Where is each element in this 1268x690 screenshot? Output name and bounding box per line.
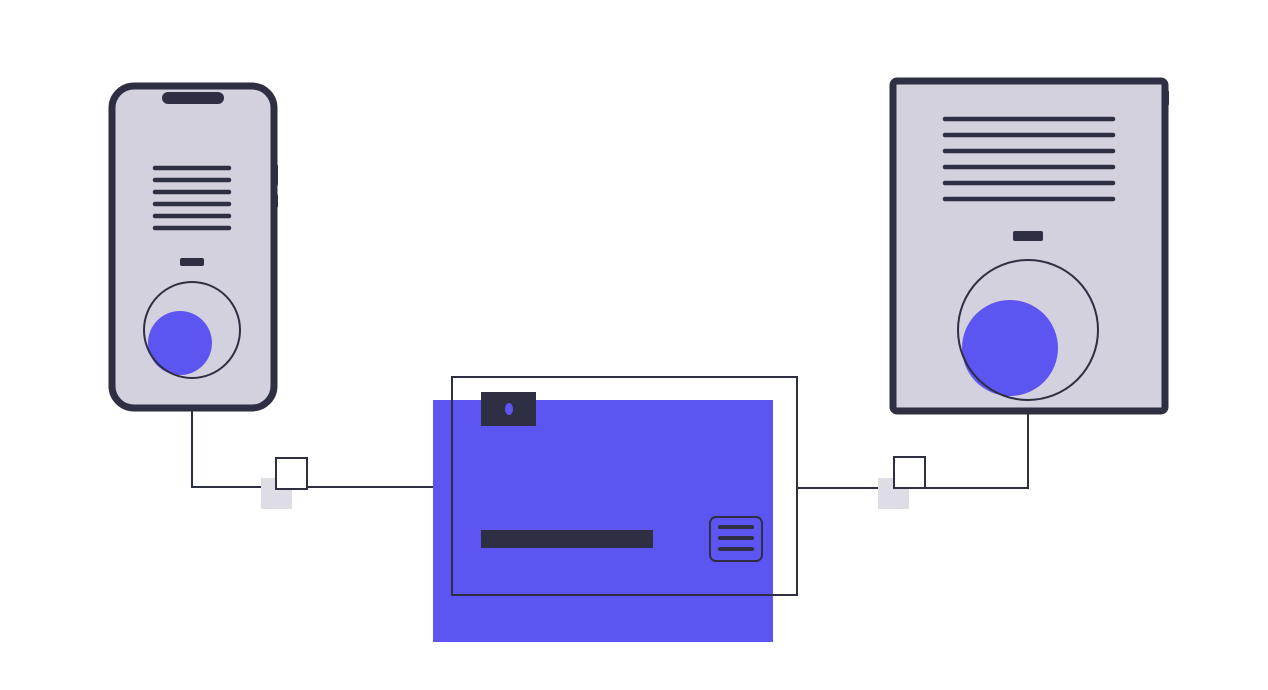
tablet-accent-circle	[962, 300, 1058, 396]
diagram-canvas	[0, 0, 1268, 690]
tablet-pill	[1013, 231, 1043, 241]
connector-node-open-left	[276, 458, 307, 489]
phone-notch	[162, 92, 224, 104]
card-chip-indicator	[505, 403, 513, 415]
connector-node-open-right	[894, 457, 925, 488]
card-backdrop	[433, 400, 773, 642]
phone-accent-circle	[148, 311, 212, 375]
card-bar	[481, 530, 653, 548]
phone-pill	[180, 258, 204, 266]
